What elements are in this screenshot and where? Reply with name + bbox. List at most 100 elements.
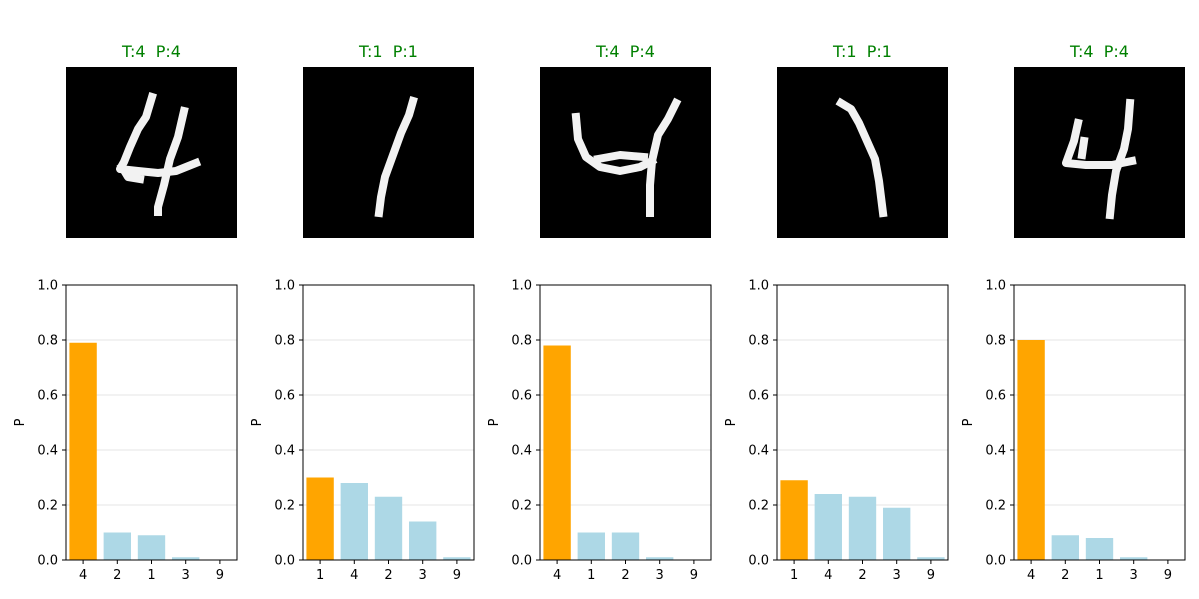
panel-5-title: T:4 P:4 bbox=[1070, 42, 1129, 61]
x-tick-label: 1 bbox=[316, 568, 324, 583]
y-axis-label: P bbox=[487, 418, 502, 426]
bar bbox=[646, 557, 674, 560]
y-tick-label: 0.8 bbox=[748, 334, 769, 349]
probability-bar-chart: 0.0 0.2 0.4 0.6 0.8 1.0 1 4 2 3 9 P bbox=[250, 279, 475, 583]
y-tick-label: 1.0 bbox=[985, 279, 1006, 294]
bar bbox=[306, 477, 334, 560]
x-tick-label: 9 bbox=[1164, 568, 1172, 583]
bar bbox=[103, 532, 131, 560]
x-tick-label: 2 bbox=[113, 568, 121, 583]
digit-1-image bbox=[303, 67, 474, 238]
y-axis-label: P bbox=[13, 418, 28, 426]
plot-frame bbox=[539, 284, 712, 561]
plot-frame bbox=[302, 284, 475, 561]
digit-1-image bbox=[777, 67, 948, 238]
bar bbox=[780, 480, 808, 560]
y-tick-label: 0.6 bbox=[37, 389, 58, 404]
y-axis-label: P bbox=[250, 418, 265, 426]
x-tick-label: 3 bbox=[182, 568, 190, 583]
handwritten-digit-4-icon bbox=[1062, 98, 1137, 220]
y-tick-label: 0.4 bbox=[511, 444, 532, 459]
y-tick-label: 0.4 bbox=[748, 444, 769, 459]
y-tick-label: 0.2 bbox=[511, 499, 532, 514]
y-tick-label: 0.4 bbox=[274, 444, 295, 459]
x-tick-label: 1 bbox=[587, 568, 595, 583]
panel-3-title: T:4 P:4 bbox=[596, 42, 655, 61]
y-tick-label: 0.8 bbox=[37, 334, 58, 349]
x-tick-label: 9 bbox=[216, 568, 224, 583]
plot-frame bbox=[776, 284, 949, 561]
y-tick-label: 1.0 bbox=[511, 279, 532, 294]
panel-4-title: T:1 P:1 bbox=[833, 42, 892, 61]
bar bbox=[172, 557, 200, 560]
x-tick-label: 2 bbox=[1061, 568, 1069, 583]
handwritten-digit-1-icon bbox=[835, 97, 888, 218]
x-tick-label: 9 bbox=[453, 568, 461, 583]
x-tick-label: 4 bbox=[79, 568, 87, 583]
y-tick-label: 0.0 bbox=[511, 554, 532, 569]
y-tick-label: 0.6 bbox=[274, 389, 295, 404]
x-tick-label: 3 bbox=[656, 568, 664, 583]
y-tick-label: 1.0 bbox=[37, 279, 58, 294]
bar bbox=[340, 483, 368, 560]
bar bbox=[814, 494, 842, 560]
y-tick-label: 0.4 bbox=[37, 444, 58, 459]
y-tick-label: 0.8 bbox=[985, 334, 1006, 349]
y-tick-label: 0.2 bbox=[748, 499, 769, 514]
x-tick-label: 4 bbox=[350, 568, 358, 583]
y-tick-label: 0.0 bbox=[985, 554, 1006, 569]
y-axis-label: P bbox=[961, 418, 976, 426]
bar bbox=[577, 532, 605, 560]
x-tick-label: 3 bbox=[893, 568, 901, 583]
handwritten-digit-4-icon bbox=[571, 97, 682, 217]
y-tick-label: 0.0 bbox=[748, 554, 769, 569]
y-tick-label: 0.2 bbox=[274, 499, 295, 514]
bar bbox=[374, 496, 403, 560]
bar bbox=[848, 496, 877, 560]
y-tick-label: 0.2 bbox=[985, 499, 1006, 514]
y-tick-label: 0.6 bbox=[511, 389, 532, 404]
bar bbox=[1085, 538, 1114, 560]
panel-1-title: T:4 P:4 bbox=[122, 42, 181, 61]
handwritten-digit-1-icon bbox=[374, 96, 418, 218]
bar bbox=[611, 532, 640, 560]
x-tick-label: 4 bbox=[824, 568, 832, 583]
x-tick-label: 4 bbox=[1027, 568, 1035, 583]
bar bbox=[883, 507, 911, 560]
y-tick-label: 1.0 bbox=[274, 279, 295, 294]
y-axis-label: P bbox=[724, 418, 739, 426]
x-tick-label: 9 bbox=[690, 568, 698, 583]
bar bbox=[69, 342, 97, 560]
digit-4-image bbox=[540, 67, 711, 238]
bar bbox=[137, 535, 166, 560]
probability-bar-chart: 0.0 0.2 0.4 0.6 0.8 1.0 1 4 2 3 9 P bbox=[724, 279, 949, 583]
x-tick-label: 1 bbox=[1095, 568, 1103, 583]
x-tick-label: 2 bbox=[621, 568, 629, 583]
y-tick-label: 0.0 bbox=[274, 554, 295, 569]
x-tick-label: 4 bbox=[553, 568, 561, 583]
x-tick-label: 3 bbox=[419, 568, 427, 583]
x-tick-label: 1 bbox=[790, 568, 798, 583]
bar bbox=[1051, 535, 1079, 560]
y-tick-label: 0.2 bbox=[37, 499, 58, 514]
x-tick-label: 2 bbox=[384, 568, 392, 583]
y-tick-label: 0.6 bbox=[748, 389, 769, 404]
y-tick-label: 0.8 bbox=[511, 334, 532, 349]
y-tick-label: 0.6 bbox=[985, 389, 1006, 404]
bar bbox=[1120, 557, 1148, 560]
y-tick-label: 1.0 bbox=[748, 279, 769, 294]
y-tick-label: 0.8 bbox=[274, 334, 295, 349]
handwritten-digit-4-icon bbox=[116, 92, 202, 216]
x-tick-label: 2 bbox=[858, 568, 866, 583]
x-tick-label: 1 bbox=[147, 568, 155, 583]
probability-bar-chart: 0.0 0.2 0.4 0.6 0.8 1.0 4 2 1 3 9 P bbox=[13, 279, 238, 583]
bar bbox=[443, 557, 471, 560]
x-tick-label: 3 bbox=[1130, 568, 1138, 583]
probability-bar-chart: 0.0 0.2 0.4 0.6 0.8 1.0 4 2 1 3 9 P bbox=[961, 279, 1186, 583]
x-tick-label: 9 bbox=[927, 568, 935, 583]
bar bbox=[409, 521, 437, 560]
panel-2-title: T:1 P:1 bbox=[359, 42, 418, 61]
plot-frame bbox=[1013, 284, 1186, 561]
y-tick-label: 0.0 bbox=[37, 554, 58, 569]
bar bbox=[917, 557, 945, 560]
